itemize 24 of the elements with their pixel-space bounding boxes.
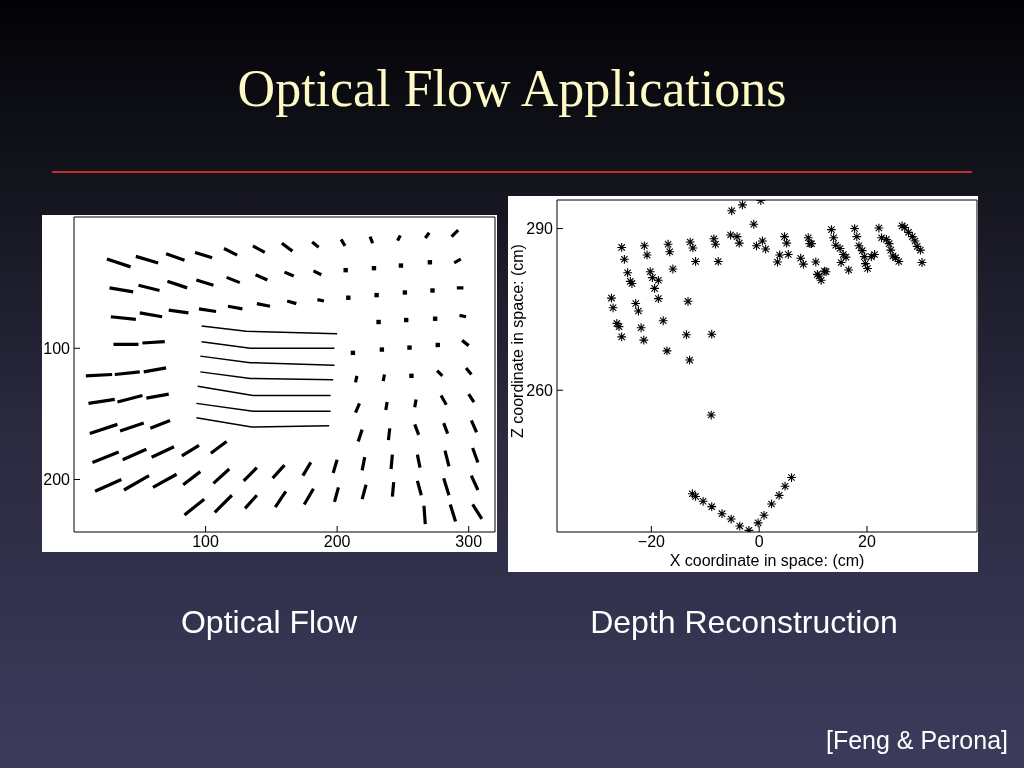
point [379,347,385,352]
point [346,295,351,300]
point [398,263,404,268]
x-tick-label: 0 [754,533,764,551]
point [374,292,379,298]
y-tick-label: 290 [526,220,554,238]
x-tick-label: 100 [192,533,220,551]
y-axis-title: Z coordinate in space: (cm) [509,244,527,438]
point [430,288,435,293]
text: Optical Flow [180,604,358,641]
y-tick-label: 260 [526,381,554,399]
point [402,290,408,295]
point [343,267,348,273]
point [409,373,414,379]
x-tick-label: 300 [455,533,483,551]
x-axis-title: X coordinate in space: (cm) [669,552,865,570]
point [376,319,381,325]
x-tick-label: 20 [858,533,877,551]
chart-title: Optical Flow Applications [237,59,787,119]
text: Depth Reconstruction [590,604,898,641]
text: [Feng & Perona] [825,726,1008,755]
x-tick-label: −20 [637,533,666,551]
point [407,345,412,350]
x-tick-label: 200 [323,533,351,551]
